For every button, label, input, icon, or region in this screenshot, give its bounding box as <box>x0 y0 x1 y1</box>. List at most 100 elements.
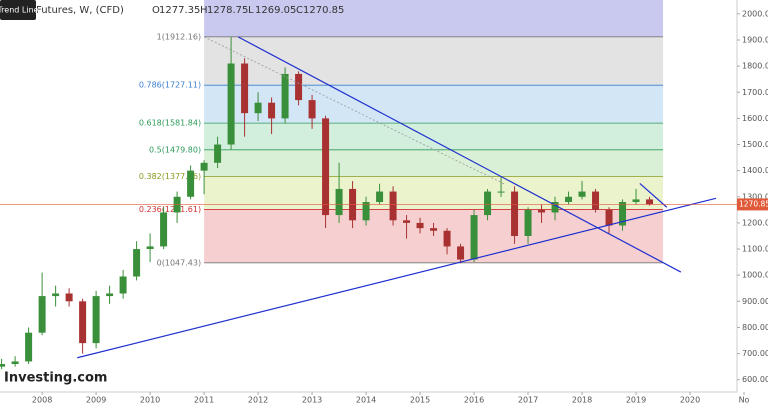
y-tick-label: 1800.00 <box>742 62 768 71</box>
fib-band <box>204 149 664 177</box>
ohlc-header: O 1277.35 H 1278.75 L 1269.05 C 1270.85 <box>152 5 344 16</box>
y-tick-label: 600.00 <box>742 375 768 384</box>
fib-band <box>204 176 664 210</box>
candle-body <box>430 228 438 231</box>
plot-area: 1(1912.16) 0.786(1727.11) 0.618(1581.84) 0.… <box>139 0 664 267</box>
candle-body <box>92 296 100 344</box>
candle-body <box>52 293 60 297</box>
fib-label: 0.236(1251.61) <box>139 205 201 214</box>
y-tick-label: 1700.00 <box>742 88 768 97</box>
y-tick-label: 800.00 <box>742 323 768 332</box>
fib-band <box>204 85 664 124</box>
ohlc-value: 1269.05 <box>255 5 296 16</box>
candle-body <box>416 222 424 229</box>
fib-label: 0.5(1479.80) <box>149 145 201 154</box>
candle-body <box>335 188 343 216</box>
candle-body <box>281 73 289 119</box>
y-tick-label: 1900.00 <box>742 35 768 44</box>
candle-body <box>0 364 6 367</box>
y-tick-label: 1100.00 <box>742 245 768 254</box>
x-tick-label: 2014 <box>356 396 376 405</box>
candle-body <box>146 246 154 250</box>
candle-body <box>443 230 451 247</box>
candle-body <box>268 102 276 119</box>
candle-body <box>578 191 586 197</box>
y-tick-label: 1300.00 <box>742 192 768 201</box>
ohlc-key: H <box>200 5 208 16</box>
y-tick-label: 900.00 <box>742 297 768 306</box>
candle-body <box>403 220 411 223</box>
candle-body <box>619 202 627 226</box>
fib-label: 0.786(1727.11) <box>139 81 201 90</box>
x-tick-label: 2017 <box>518 396 538 405</box>
candle-body <box>65 293 73 302</box>
trend-line <box>639 183 668 208</box>
x-tick-label: 2008 <box>32 396 52 405</box>
candle-body <box>119 276 127 294</box>
last-price-box <box>737 198 768 211</box>
last-price-label: 1270.85 <box>739 199 768 208</box>
candle-body <box>511 191 519 236</box>
fib-label: 0(1047.43) <box>157 258 201 267</box>
tooltip-box <box>0 0 36 20</box>
ohlc-value: 1270.85 <box>303 5 344 16</box>
fib-label: 1(1912.16) <box>157 32 201 41</box>
x-tick-label: 2009 <box>86 396 106 405</box>
candle-body <box>254 102 262 114</box>
candle-body <box>565 196 573 203</box>
chart-title: Futures, W, (CFD) <box>36 5 124 16</box>
fib-band <box>204 36 664 86</box>
candle-body <box>389 191 397 221</box>
fib-band <box>204 209 664 263</box>
candle-body <box>632 199 640 203</box>
candle-body <box>106 293 114 297</box>
y-tick-label: 1500.00 <box>742 140 768 149</box>
candle-body <box>497 191 505 193</box>
x-tick-label: 2010 <box>140 396 160 405</box>
ohlc-value: 1277.35 <box>159 5 200 16</box>
candle-body <box>11 361 19 365</box>
trend-line <box>77 197 717 359</box>
candle-body <box>376 191 384 203</box>
candle-body <box>605 209 613 226</box>
candle-body <box>538 209 546 213</box>
candle-body <box>646 199 654 205</box>
y-tick-label: 2000.00 <box>742 9 768 18</box>
fib-label: 0.382(1377.76) <box>139 172 201 181</box>
x-tick-label: 2011 <box>194 396 214 405</box>
candle-body <box>160 212 168 247</box>
x-tick-label: 2018 <box>572 396 592 405</box>
candle-body <box>551 202 559 213</box>
fib-label: 0.618(1581.84) <box>139 119 201 128</box>
x-tick-label: 2013 <box>302 396 322 405</box>
y-tick-label: 700.00 <box>742 349 768 358</box>
fib-band <box>204 0 664 37</box>
candle-body <box>457 246 465 260</box>
candle-body <box>25 332 33 362</box>
x-tick-label: 2019 <box>626 396 646 405</box>
candle-body <box>38 296 46 333</box>
candle-body <box>200 162 208 171</box>
candle-body <box>187 170 195 197</box>
candle-body <box>484 191 492 216</box>
x-tick-label: 2015 <box>410 396 430 405</box>
fib-band <box>204 123 664 150</box>
brand: Investing.com <box>4 371 107 386</box>
ohlc-key: L <box>248 5 254 16</box>
y-tick-label: 1600.00 <box>742 114 768 123</box>
y-tick-label: 1200.00 <box>742 218 768 227</box>
candle-body <box>470 215 478 260</box>
candle-body <box>308 100 316 119</box>
x-tick-label: 2012 <box>248 396 268 405</box>
ohlc-value: 1278.75 <box>207 5 248 16</box>
candle-body <box>79 301 87 344</box>
x-tick-label: No <box>739 396 750 405</box>
candle-body <box>295 73 303 101</box>
ohlc-key: O <box>152 5 160 16</box>
candle-body <box>592 191 600 210</box>
x-tick-label: 2020 <box>680 396 700 405</box>
candle-body <box>524 209 532 236</box>
x-tick-label: 2016 <box>464 396 484 405</box>
candle-body <box>214 144 222 163</box>
